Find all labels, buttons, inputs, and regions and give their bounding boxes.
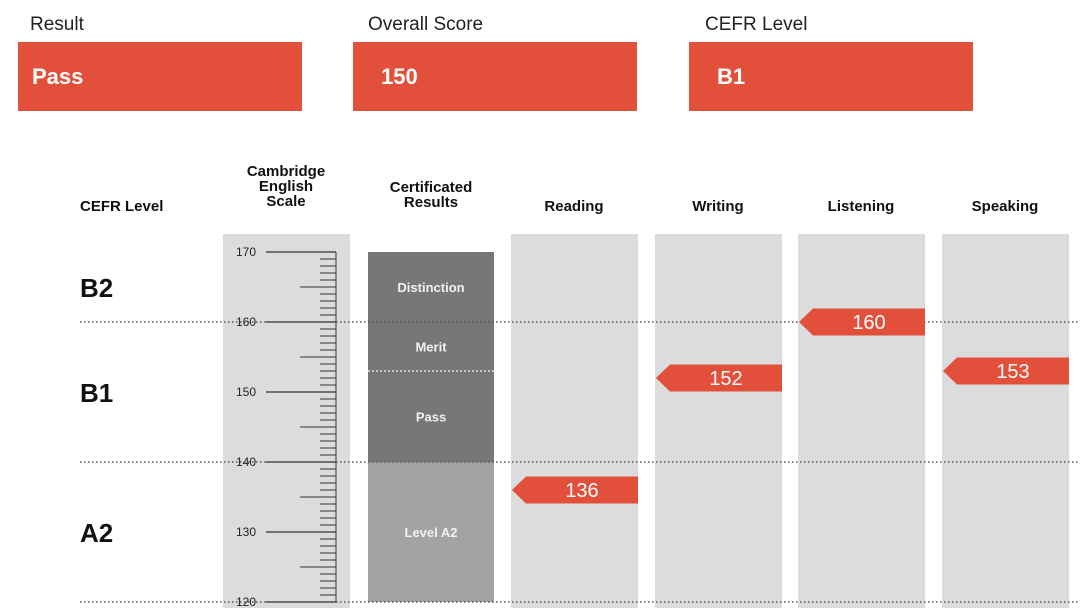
overall-score-label: Overall Score bbox=[368, 14, 484, 35]
certificated-band bbox=[368, 462, 494, 602]
score-marker-label: 152 bbox=[709, 368, 742, 390]
certificated-band bbox=[368, 322, 494, 371]
scale-tick-label: 170 bbox=[236, 245, 256, 259]
header-skill-listening: Listening bbox=[828, 198, 895, 215]
score-marker-label: 160 bbox=[852, 312, 885, 334]
scale-tick-label: 140 bbox=[236, 455, 256, 469]
score-marker-reading bbox=[512, 476, 638, 504]
header-certificated-line: Results bbox=[404, 194, 458, 211]
result-value-box: Pass bbox=[18, 42, 302, 111]
certificated-band bbox=[368, 371, 494, 462]
overall-score-value-box: 150 bbox=[353, 42, 637, 111]
cefr-level-label: CEFR Level bbox=[705, 14, 808, 35]
header-scale-line: English bbox=[259, 178, 313, 195]
certificated-band-label: Distinction bbox=[397, 280, 464, 295]
cefr-level-b2: B2 bbox=[80, 273, 113, 303]
scale-column-bg bbox=[223, 234, 350, 608]
header-cefr-level: CEFR Level bbox=[80, 198, 163, 215]
certificated-band-label: Pass bbox=[416, 410, 446, 425]
header-skill-reading: Reading bbox=[544, 198, 603, 215]
certificated-band-label: Level A2 bbox=[405, 525, 458, 540]
header-scale-line: Cambridge bbox=[247, 163, 325, 180]
certificated-band bbox=[368, 252, 494, 322]
header-skill-writing: Writing bbox=[692, 198, 743, 215]
scale-tick-label: 120 bbox=[236, 595, 256, 608]
score-marker-label: 153 bbox=[996, 361, 1029, 383]
score-marker-label: 136 bbox=[565, 480, 598, 502]
cefr-level-b1: B1 bbox=[80, 378, 113, 408]
skill-column-bg bbox=[511, 234, 638, 608]
scale-tick-label: 150 bbox=[236, 385, 256, 399]
skill-column-bg bbox=[655, 234, 782, 608]
skill-column-bg bbox=[942, 234, 1069, 608]
header-scale-line: Scale bbox=[266, 193, 305, 210]
result-label: Result bbox=[30, 14, 84, 35]
scale-tick-label: 160 bbox=[236, 315, 256, 329]
scale-tick-label: 130 bbox=[236, 525, 256, 539]
score-marker-listening bbox=[799, 308, 925, 336]
cefr-level-value-box: B1 bbox=[689, 42, 973, 111]
skill-column-bg bbox=[798, 234, 925, 608]
cefr-level-a2: A2 bbox=[80, 518, 113, 548]
header-skill-speaking: Speaking bbox=[972, 198, 1039, 215]
score-marker-writing bbox=[656, 364, 782, 392]
certificated-band-label: Merit bbox=[415, 340, 447, 355]
score-marker-speaking bbox=[943, 357, 1069, 385]
header-certificated-line: Certificated bbox=[390, 179, 473, 196]
